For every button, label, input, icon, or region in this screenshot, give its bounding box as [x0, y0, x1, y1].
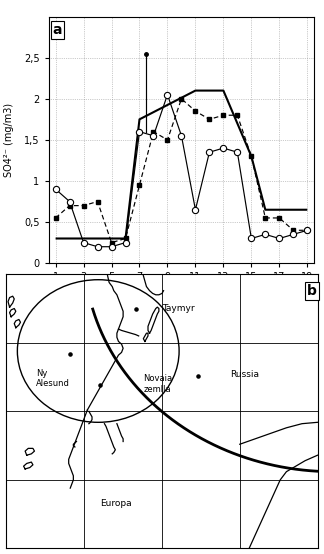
- X-axis label: марТ: марТ: [167, 285, 196, 295]
- Text: Novaia
zemlla: Novaia zemlla: [143, 374, 172, 394]
- Text: a: a: [52, 23, 62, 37]
- Text: Taymyr: Taymyr: [162, 304, 195, 313]
- Text: Europa: Europa: [100, 499, 132, 507]
- Text: b: b: [307, 284, 317, 298]
- Y-axis label: SO4²⁻ (mg/m3): SO4²⁻ (mg/m3): [4, 103, 14, 177]
- Text: Russia: Russia: [230, 370, 260, 379]
- Text: Ny
Alesund: Ny Alesund: [36, 369, 70, 388]
